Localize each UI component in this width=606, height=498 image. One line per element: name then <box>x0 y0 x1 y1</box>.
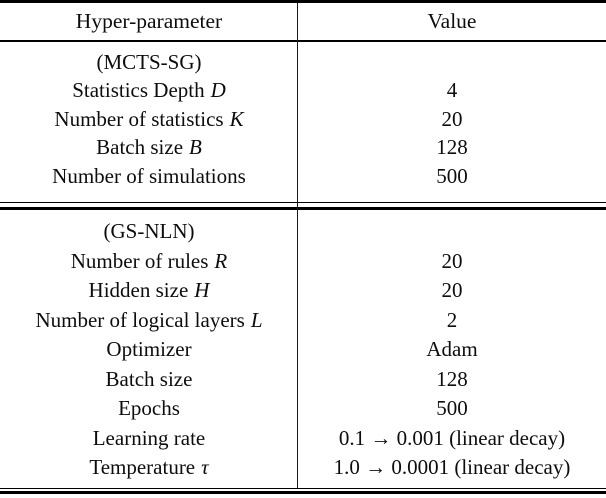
param-cell: Epochs <box>0 394 298 424</box>
param-cell: Number of statistics K <box>0 105 298 134</box>
param-variable: τ <box>201 455 209 480</box>
value-cell: 20 <box>441 106 463 131</box>
param-variable: K <box>229 106 244 131</box>
param-cell: Optimizer <box>0 335 298 365</box>
table-row: Statistics Depth D 4 <box>0 77 606 106</box>
param-label: Number of logical layers <box>35 307 245 332</box>
value-cell: Adam <box>426 337 478 362</box>
param-label: Temperature <box>89 455 196 480</box>
table-row: Hidden size H 20 <box>0 276 606 306</box>
section-title-value-cell <box>298 217 606 247</box>
column-divider-rule <box>297 3 298 488</box>
param-cell: Learning rate <box>0 424 298 454</box>
bottom-rule-thick <box>0 491 606 494</box>
section-title-value-cell <box>298 48 606 77</box>
section-title-row: (MCTS-SG) <box>0 48 606 77</box>
param-variable: D <box>210 78 226 103</box>
param-cell: Batch size B <box>0 134 298 163</box>
header-rule <box>0 40 606 42</box>
table-row: Batch size 128 <box>0 365 606 395</box>
param-label: Optimizer <box>106 337 192 362</box>
param-cell: Statistics Depth D <box>0 77 298 106</box>
value-cell: 500 <box>436 163 468 188</box>
value-cell: 128 <box>436 366 468 391</box>
table-header-row: Hyper-parameter Value <box>0 3 606 40</box>
param-label: Statistics Depth <box>72 78 205 103</box>
column-header-value: Value <box>427 9 477 33</box>
table-row: Number of logical layers L 2 <box>0 306 606 336</box>
value-cell: 1.0 → 0.0001 (linear decay) <box>333 455 571 480</box>
param-label: Hidden size <box>88 278 189 303</box>
table-row: Number of simulations 500 <box>0 162 606 191</box>
value-cell: 0.1 → 0.001 (linear decay) <box>338 425 566 450</box>
section-title-row: (GS-NLN) <box>0 217 606 247</box>
table-row: Optimizer Adam <box>0 335 606 365</box>
param-cell: Batch size <box>0 365 298 395</box>
column-header-hyper-parameter: Hyper-parameter <box>75 9 223 33</box>
table-row: Batch size B 128 <box>0 134 606 163</box>
table-section: (MCTS-SG) Statistics Depth D 4 Number of sta… <box>0 42 606 202</box>
table-body: (MCTS-SG) Statistics Depth D 4 Number of sta… <box>0 42 606 488</box>
value-cell: 2 <box>446 307 458 332</box>
table-row: Temperature τ 1.0 → 0.0001 (linear decay) <box>0 453 606 483</box>
value-cell: 20 <box>441 278 463 303</box>
table-row: Learning rate 0.1 → 0.001 (linear decay) <box>0 424 606 454</box>
table-row: Number of rules R 20 <box>0 247 606 277</box>
param-cell: Hidden size H <box>0 276 298 306</box>
param-cell: Number of logical layers L <box>0 306 298 336</box>
param-label: Number of simulations <box>52 163 246 188</box>
value-cell: 500 <box>436 396 468 421</box>
param-cell: Temperature τ <box>0 453 298 483</box>
param-label: Learning rate <box>92 425 206 450</box>
param-variable: H <box>194 278 210 303</box>
table-section: (GS-NLN) Number of rules R 20 Hidden size H 20… <box>0 210 606 488</box>
value-cell: 128 <box>436 135 468 160</box>
param-label: Batch size <box>96 135 184 160</box>
section-separator-thin-rule <box>0 201 606 203</box>
param-variable: B <box>189 135 202 160</box>
param-variable: L <box>250 307 263 332</box>
param-cell: Number of rules R <box>0 247 298 277</box>
top-rule <box>0 0 606 3</box>
param-label: Number of rules <box>70 248 209 273</box>
param-variable: R <box>214 248 228 273</box>
section-separator-thick-rule <box>0 207 606 210</box>
param-label: Batch size <box>105 366 193 391</box>
param-label: Epochs <box>118 396 180 421</box>
bottom-rule-thin <box>0 487 606 489</box>
table-row: Epochs 500 <box>0 394 606 424</box>
value-cell: 20 <box>441 248 463 273</box>
param-cell: Number of simulations <box>0 162 298 191</box>
section-title: (MCTS-SG) <box>96 49 202 74</box>
param-label: Number of statistics <box>54 106 224 131</box>
section-title: (GS-NLN) <box>103 219 195 244</box>
table-row: Number of statistics K 20 <box>0 105 606 134</box>
value-cell: 4 <box>446 78 458 103</box>
